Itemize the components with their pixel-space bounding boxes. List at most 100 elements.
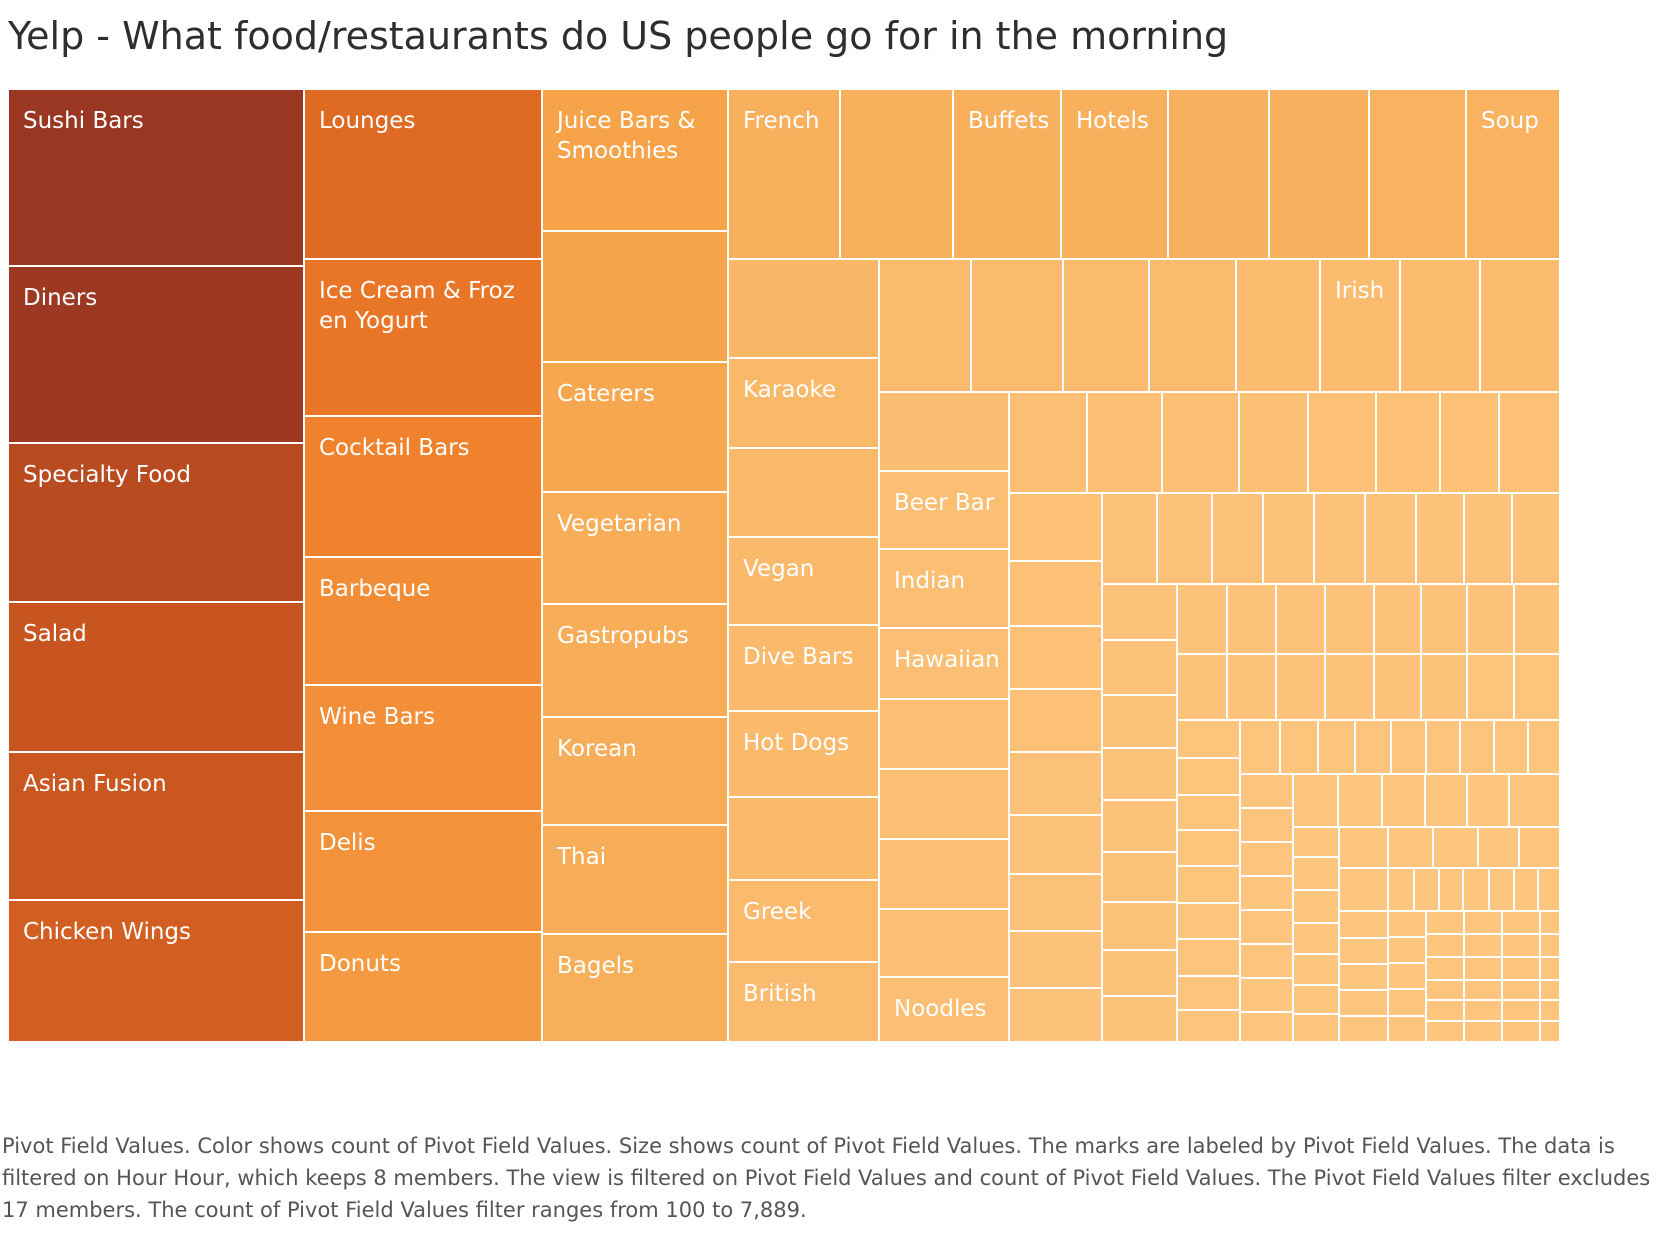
tile [1463,492,1513,585]
tile [1275,653,1326,721]
tile [1262,492,1315,585]
tile [1268,88,1370,260]
tile [1275,583,1326,655]
tile-label: Lounges [319,108,415,134]
tile [727,258,880,359]
tile [1008,814,1103,875]
tile [1292,773,1339,828]
tile [1338,910,1389,939]
tile [1176,794,1241,831]
tile [7,899,305,1043]
tile [727,88,841,260]
tile [541,230,729,363]
tile-label: Ice Cream & Froz en Yogurt [319,278,515,334]
tile [1008,987,1103,1043]
tile [541,361,729,493]
tile [878,768,1010,840]
tile [1413,867,1440,912]
tile-label: Korean [557,736,637,762]
tile-label: French [743,108,819,134]
tile [1425,999,1465,1022]
tile [1176,719,1241,759]
tile-label: Dive Bars [743,644,854,670]
tile [878,698,1010,770]
tile [1539,979,1561,1001]
tile [1373,583,1422,655]
tile [1338,867,1389,912]
tile [1008,625,1103,690]
tile [1387,867,1415,912]
tile-label: Thai [556,844,606,870]
tile [1338,1015,1389,1043]
tile-label: Greek [743,899,812,925]
tile [1292,856,1340,891]
tile-label: Hot Dogs [743,730,849,756]
tile-label: Asian Fusion [23,771,167,797]
tile [1539,956,1561,981]
tile [1501,999,1541,1022]
tile [1292,984,1340,1015]
tile [1501,1020,1541,1043]
tile [1390,719,1427,775]
tile [1101,995,1178,1043]
tile [1292,889,1340,924]
tile [727,796,880,881]
tile [1338,937,1389,965]
tile [839,88,954,260]
tile [1466,653,1515,721]
tile [1387,910,1427,938]
tile [1463,1020,1503,1043]
tile [1462,867,1490,912]
tile-label: Donuts [319,951,401,977]
tile-label: Karaoke [743,377,836,403]
tile [1425,719,1461,775]
tile-label: Diners [23,285,97,311]
tile [1381,773,1426,828]
tile-label: Gastropubs [557,623,689,649]
tile [878,391,1010,472]
tile [541,716,729,826]
tile [1176,583,1228,655]
tile [878,908,1010,978]
tile [541,491,729,605]
tile [1176,975,1241,1011]
tile [1432,826,1479,869]
tile [1501,979,1541,1001]
tile-label: Juice Bars & Smoothies [555,108,695,164]
tile [1425,979,1465,1001]
tile [1539,1020,1561,1043]
tile [1539,999,1561,1022]
tile [878,838,1010,910]
tile [1156,492,1213,585]
tile [1101,492,1158,585]
tile [1226,583,1277,655]
tile [1101,694,1178,749]
tile [1387,936,1427,964]
tile [1373,653,1422,721]
tile-label: Indian [894,568,965,594]
tile [1239,977,1294,1013]
tile [1239,909,1294,945]
tile [1292,922,1340,955]
tile [1438,867,1464,912]
tile [727,357,880,449]
tile [1420,583,1468,655]
tile [1463,999,1503,1022]
tile [1319,258,1401,393]
tile [1008,930,1103,989]
tile [1479,258,1561,393]
tile [1101,747,1178,801]
tile [1537,867,1561,912]
tile [1239,943,1294,979]
tile [1008,560,1103,627]
tile [1459,719,1495,775]
tile-label: Vegetarian [557,511,681,537]
tile [1463,933,1503,958]
tile [878,976,1010,1043]
tile [1387,962,1427,990]
tile [1425,956,1465,981]
tile-label: Wine Bars [319,704,435,730]
tile [303,415,543,558]
tile [1513,583,1561,655]
tile [1161,391,1240,494]
